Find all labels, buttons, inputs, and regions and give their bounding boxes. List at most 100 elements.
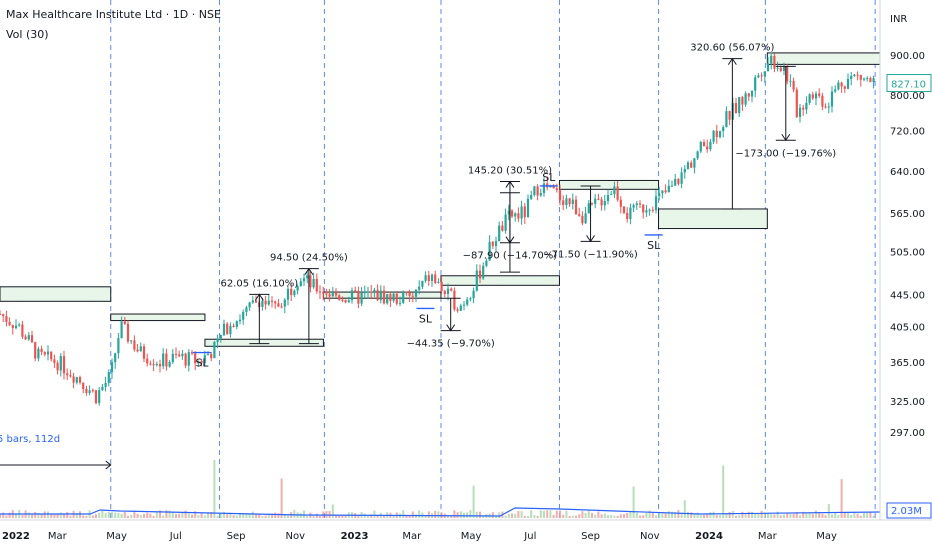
volume-bar: [405, 515, 408, 518]
volume-bar: [402, 510, 405, 518]
candle-body: [187, 352, 190, 366]
candle-body: [210, 354, 213, 359]
volume-bar: [757, 513, 760, 518]
candle-body: [616, 186, 619, 200]
candle-body: [171, 353, 174, 363]
volume-bar: [741, 511, 744, 518]
candle-body: [286, 288, 290, 300]
volume-bar: [680, 512, 683, 518]
candle-body: [571, 199, 574, 205]
candle-body: [648, 209, 651, 211]
candle-body: [427, 275, 430, 281]
volume-bar: [136, 513, 139, 518]
candle-body: [494, 241, 498, 246]
volume-bar: [152, 515, 155, 518]
candle-body: [869, 78, 872, 83]
candle-body: [747, 93, 750, 97]
volume-bar: [219, 513, 222, 518]
candle-body: [232, 325, 235, 327]
candle-body: [133, 340, 136, 350]
volume-bar: [245, 513, 248, 518]
candle-body: [242, 311, 245, 320]
volume-bar: [287, 515, 289, 518]
candle-body: [194, 353, 197, 364]
candle-body: [578, 214, 581, 216]
candle-body: [446, 288, 450, 295]
volume-bar: [584, 513, 587, 518]
candle-body: [776, 67, 779, 69]
candle-body: [318, 291, 322, 293]
volume-bar: [56, 513, 59, 518]
candle-body: [363, 291, 366, 293]
candle-body: [360, 292, 363, 304]
candle-body: [680, 172, 683, 184]
time-tick-label: 2024: [695, 531, 723, 542]
volume-bar: [821, 513, 824, 518]
volume-bar: [277, 513, 280, 518]
measure-label: 94.50 (24.50%): [270, 253, 348, 264]
candle-body: [786, 66, 789, 82]
candle-body: [462, 304, 466, 306]
last-price-label: 827.10: [891, 80, 926, 91]
candle-body: [674, 178, 677, 186]
volume-indicator-label[interactable]: Vol (30): [6, 28, 49, 41]
volume-bar: [117, 512, 120, 518]
zone-box[interactable]: [440, 275, 560, 286]
zone-box[interactable]: [558, 179, 660, 190]
volume-bar: [66, 512, 69, 518]
candle-body: [437, 281, 440, 283]
volume-bar: [424, 515, 427, 518]
volume-bar: [341, 515, 344, 518]
zone-box[interactable]: [766, 52, 886, 65]
candle-body: [638, 203, 642, 205]
volume-bar: [872, 515, 875, 518]
volume-bar: [504, 515, 507, 518]
volume-bar: [523, 515, 526, 518]
time-tick-label: Nov: [640, 531, 660, 542]
zone-box[interactable]: [204, 338, 324, 347]
candle-body: [149, 363, 152, 365]
volume-bar: [581, 511, 584, 518]
volume-bar: [34, 511, 37, 518]
candle-body: [750, 90, 754, 97]
volume-bar: [687, 511, 689, 518]
volume-bar: [722, 465, 725, 518]
zone-box[interactable]: [658, 208, 768, 230]
volume-bar: [706, 513, 709, 518]
candle-body: [837, 82, 840, 90]
volume-bar: [594, 514, 597, 518]
volume-bar: [79, 511, 81, 518]
candle-body: [402, 291, 405, 303]
candle-body: [222, 323, 226, 335]
candle-body: [834, 89, 837, 92]
candle-body: [245, 307, 248, 312]
candle-body: [18, 324, 21, 326]
candle-body: [82, 382, 85, 389]
volume-bar: [619, 514, 622, 518]
symbol-title[interactable]: Max Healthcare Institute Ltd · 1D · NSE: [6, 8, 221, 21]
candle-body: [846, 78, 850, 89]
volume-bar: [655, 515, 657, 518]
volume-bar: [495, 515, 497, 518]
candle-body: [770, 55, 773, 64]
price-tick-label: 565.00: [890, 209, 925, 220]
candle-body: [843, 86, 846, 89]
volume-bar: [671, 511, 673, 518]
volume-bar: [677, 510, 680, 518]
zone-box[interactable]: [0, 286, 112, 302]
candle-body: [331, 291, 334, 297]
candle-body: [238, 319, 242, 322]
zone-box[interactable]: [110, 313, 206, 322]
volume-bar: [315, 513, 318, 518]
zone-box[interactable]: [322, 291, 442, 299]
candle-body: [450, 288, 453, 291]
volume-bar: [120, 513, 123, 518]
volume-bar: [834, 512, 837, 518]
candle-body: [251, 300, 254, 303]
candle-body: [270, 300, 274, 302]
candle-body: [859, 74, 862, 80]
volume-bar: [603, 513, 606, 518]
candle-body: [779, 67, 782, 71]
candle-body: [91, 390, 94, 392]
